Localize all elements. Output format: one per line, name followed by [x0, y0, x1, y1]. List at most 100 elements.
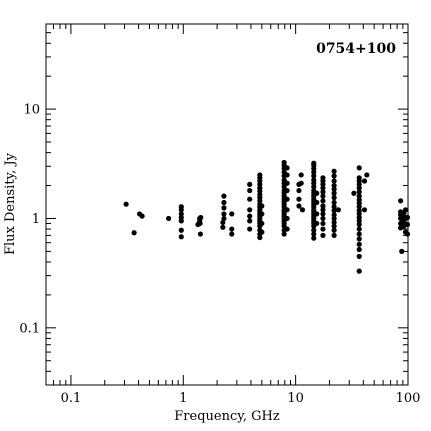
data-points	[123, 159, 411, 274]
x-axis-label: Frequency, GHz	[174, 409, 280, 424]
data-point	[198, 214, 204, 221]
data-point	[298, 172, 304, 178]
data-point	[335, 207, 341, 213]
data-point	[356, 193, 362, 199]
data-point	[331, 182, 337, 189]
data-point	[331, 178, 337, 184]
data-point	[221, 199, 227, 206]
data-point	[356, 268, 362, 274]
data-point	[299, 207, 306, 213]
data-point	[404, 231, 411, 237]
data-point	[281, 159, 287, 166]
data-point	[197, 220, 203, 227]
data-point	[404, 214, 411, 221]
data-point	[259, 211, 265, 217]
data-point	[296, 187, 302, 194]
data-point	[320, 226, 326, 232]
data-point	[364, 172, 370, 178]
minor-ticks	[45, 23, 408, 386]
y-tick-label: 1	[32, 212, 40, 227]
data-point	[197, 231, 203, 237]
data-point	[331, 195, 337, 201]
y-tick-labels: 0.1 1 10	[19, 103, 40, 337]
data-point	[331, 212, 337, 218]
data-point	[281, 231, 287, 237]
data-point	[178, 234, 184, 240]
data-point	[259, 229, 265, 235]
data-point	[229, 231, 235, 237]
data-point	[247, 226, 253, 232]
data-point	[361, 178, 368, 184]
y-axis-label: Flux Density, Jy	[3, 152, 18, 255]
data-point	[320, 211, 326, 217]
data-point	[139, 213, 145, 219]
data-point	[311, 173, 317, 179]
data-point	[331, 208, 337, 214]
data-point	[320, 220, 326, 227]
data-point	[259, 203, 265, 209]
plot-frame	[45, 23, 409, 386]
data-point	[331, 190, 337, 196]
x-tick-labels: 0.1 1 10 100	[61, 391, 421, 406]
data-point	[398, 198, 404, 204]
data-point	[284, 207, 290, 213]
data-point	[356, 197, 362, 203]
data-point	[247, 213, 253, 219]
data-point	[311, 227, 317, 233]
x-tick-label: 10	[287, 391, 304, 406]
data-point	[284, 187, 290, 194]
data-point	[356, 175, 362, 181]
data-point	[247, 207, 253, 213]
data-point	[331, 219, 337, 226]
data-point	[331, 232, 337, 238]
data-point	[331, 199, 337, 206]
data-point	[320, 215, 326, 222]
data-point	[284, 165, 290, 171]
data-point	[284, 226, 290, 232]
data-point	[311, 235, 317, 241]
data-point	[221, 205, 227, 211]
data-point	[356, 246, 362, 253]
data-point	[320, 185, 326, 191]
x-tick-label: 0.1	[61, 391, 82, 406]
data-point	[296, 196, 302, 202]
data-point	[247, 181, 253, 187]
chart-title: 0754+100	[316, 41, 396, 57]
data-point	[229, 211, 235, 217]
data-point	[320, 232, 326, 238]
data-point	[404, 221, 411, 228]
data-point	[314, 190, 320, 196]
data-point	[331, 168, 337, 174]
data-point	[178, 227, 184, 233]
data-point	[402, 207, 409, 213]
data-point	[331, 227, 337, 233]
data-point	[356, 241, 362, 247]
data-point	[356, 208, 362, 214]
data-point	[356, 236, 362, 242]
data-point	[331, 215, 337, 222]
data-point	[131, 230, 137, 236]
x-tick-label: 100	[396, 391, 421, 406]
data-point	[351, 190, 357, 196]
data-point	[284, 215, 290, 222]
data-point	[356, 226, 362, 232]
data-point	[247, 218, 253, 224]
data-point	[178, 211, 184, 217]
data-point	[298, 180, 304, 186]
data-point	[123, 201, 129, 207]
x-tick-label: 1	[179, 391, 187, 406]
data-point	[356, 231, 362, 237]
data-point	[320, 198, 326, 204]
data-point	[247, 187, 253, 194]
data-point	[221, 211, 227, 217]
data-point	[284, 172, 290, 178]
major-ticks	[46, 24, 409, 385]
data-point	[331, 204, 337, 210]
data-point	[311, 177, 317, 183]
data-point	[314, 199, 320, 206]
data-point	[320, 189, 326, 195]
data-point	[320, 207, 326, 213]
data-point	[356, 204, 362, 210]
data-point	[356, 165, 362, 171]
data-point	[281, 177, 287, 183]
